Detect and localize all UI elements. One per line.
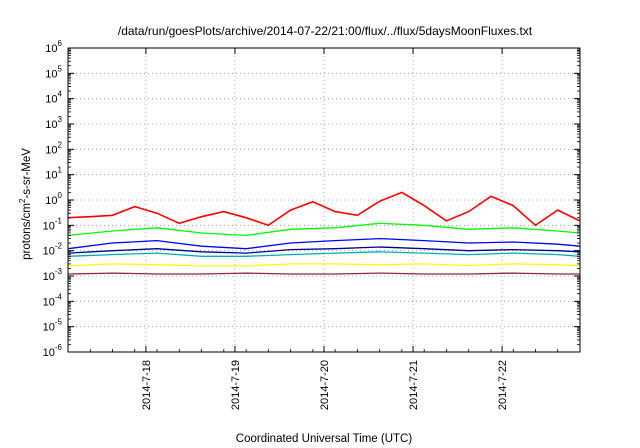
series-line-6: [67, 263, 581, 267]
y-tick-label: 103: [45, 115, 62, 131]
grid: [68, 48, 580, 352]
y-tick-label: 10-5: [43, 318, 63, 334]
y-tick-label: 100: [45, 191, 62, 207]
y-tick-label: 10-6: [43, 343, 63, 359]
y-tick-label: 102: [45, 140, 62, 156]
x-axis-label: Coordinated Universal Time (UTC): [236, 433, 413, 445]
series-line-4: [67, 246, 581, 254]
x-tick-label: 2014-7-22: [497, 360, 509, 410]
x-tick-label: 2014-7-19: [230, 360, 242, 410]
chart-title: /data/run/goesPlots/archive/2014-07-22/2…: [118, 24, 533, 38]
y-tick-label: 101: [45, 166, 62, 182]
y-axis: 106 105 104 103 102 101 100 10-1 10-2 10-3 10-4 10-…: [43, 39, 580, 359]
series-line-2: [67, 222, 581, 237]
y-tick-label: 105: [45, 64, 62, 80]
series-line-1: [67, 191, 581, 227]
series-line-5: [67, 251, 581, 257]
x-tick-label: 2014-7-20: [319, 360, 331, 410]
y-tick-label: 10-3: [43, 267, 63, 283]
x-tick-label: 2014-7-18: [141, 360, 153, 410]
y-tick-label: 10-4: [43, 292, 63, 308]
x-axis: 2014-7-18 2014-7-19 2014-7-20 2014-7-21 2014…: [67, 48, 581, 410]
y-tick-label: 10-2: [43, 242, 63, 258]
y-tick-label: 10-1: [43, 216, 63, 232]
series-line-7: [67, 272, 580, 275]
series-line-3: [67, 237, 581, 250]
y-axis-label: protons/cm2-s-sr-MeV: [18, 148, 33, 260]
y-tick-label: 106: [45, 39, 62, 55]
series-group: [67, 191, 581, 275]
y-tick-label: 104: [45, 90, 62, 106]
x-tick-label: 2014-7-21: [408, 360, 420, 410]
